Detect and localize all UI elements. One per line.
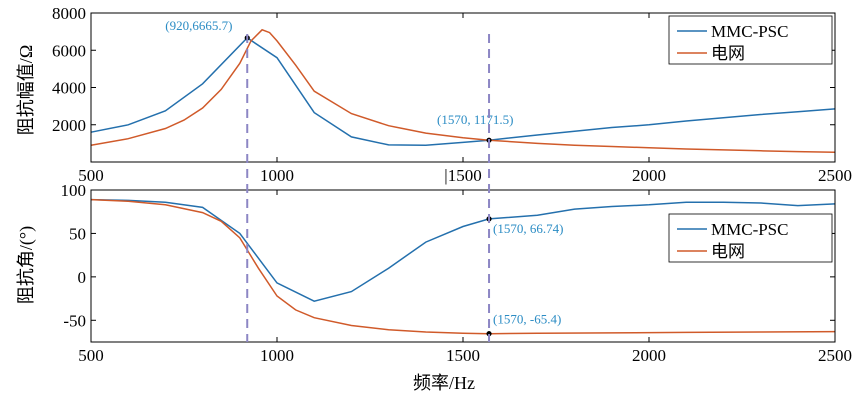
magnitude-axis-ticks: 500 1000 |1500 2000 2500 2000 4000 6000 8000 bbox=[52, 4, 852, 185]
phase-legend-box bbox=[668, 213, 833, 263]
phase-annotation-label: (1570, -65.4) bbox=[493, 312, 561, 327]
magnitude-x-tick-label: 1000 bbox=[260, 166, 294, 185]
phase-x-tick-label: 2500 bbox=[818, 346, 852, 365]
phase-x-tick-label: 1000 bbox=[260, 346, 294, 365]
magnitude-y-tick-label: 4000 bbox=[52, 79, 86, 98]
magnitude-x-tick-label: 2000 bbox=[632, 166, 666, 185]
phase-legend-label-mmc: MMC-PSC bbox=[711, 220, 788, 239]
magnitude-legend: MMC-PSC 电网 bbox=[668, 15, 833, 65]
magnitude-x-tick-label: 2500 bbox=[818, 166, 852, 185]
phase-legend-label-grid: 电网 bbox=[711, 242, 745, 261]
magnitude-series-line-grid bbox=[90, 28, 836, 154]
phase-series-group bbox=[90, 198, 836, 335]
magnitude-legend-label-grid: 电网 bbox=[711, 44, 745, 63]
x-axis-label: 频率/Hz bbox=[413, 373, 475, 393]
phase-annotation-label: (1570, 66.74) bbox=[493, 221, 563, 236]
magnitude-y-axis-label: 阻抗幅值/Ω bbox=[16, 45, 36, 135]
phase-y-tick-label: 100 bbox=[61, 181, 87, 200]
phase-x-tick-label: 1500 bbox=[446, 346, 480, 365]
phase-x-tick-label: 2000 bbox=[632, 346, 666, 365]
magnitude-y-tick-label: 6000 bbox=[52, 41, 86, 60]
magnitude-plot-frame bbox=[90, 12, 836, 163]
phase-x-tick-label: 500 bbox=[78, 346, 104, 365]
phase-y-axis-label: 阻抗角/(°) bbox=[16, 226, 37, 304]
phase-annotation-marker bbox=[486, 331, 492, 337]
magnitude-legend-box bbox=[668, 15, 833, 65]
phase-series-line-grid bbox=[90, 198, 836, 335]
magnitude-annotation-label: (920,6665.7) bbox=[165, 18, 232, 33]
magnitude-y-tick-label: 2000 bbox=[52, 116, 86, 135]
magnitude-series-group bbox=[90, 28, 836, 154]
phase-axis-ticks: 500 1000 1500 2000 2500 -50 0 50 100 bbox=[61, 181, 853, 365]
magnitude-legend-label-mmc: MMC-PSC bbox=[711, 22, 788, 41]
magnitude-annotations: (920,6665.7) (1570, 1171.5) bbox=[165, 18, 513, 143]
phase-y-tick-label: 0 bbox=[78, 268, 87, 287]
phase-plot-frame bbox=[90, 189, 836, 343]
phase-annotations: (1570, 66.74) (1570, -65.4) bbox=[486, 216, 563, 337]
magnitude-annotation-label: (1570, 1171.5) bbox=[437, 112, 513, 127]
magnitude-x-tick-label: 500 bbox=[78, 166, 104, 185]
phase-y-tick-label: -50 bbox=[63, 311, 86, 330]
phase-legend: MMC-PSC 电网 bbox=[668, 213, 833, 263]
phase-y-tick-label: 50 bbox=[69, 224, 86, 243]
magnitude-x-tick-label: |1500 bbox=[444, 166, 481, 185]
phase-series-line-mmc-psc bbox=[90, 198, 836, 302]
magnitude-series-line-mmc-psc bbox=[90, 36, 836, 146]
magnitude-y-tick-label: 8000 bbox=[52, 4, 86, 23]
magnitude-plot: 500 1000 |1500 2000 2500 2000 4000 6000 8000 (92… bbox=[16, 4, 852, 185]
phase-plot: 500 1000 1500 2000 2500 -50 0 50 100 (1570, 66.7… bbox=[16, 181, 852, 393]
frequency-marker-lines bbox=[246, 34, 491, 342]
